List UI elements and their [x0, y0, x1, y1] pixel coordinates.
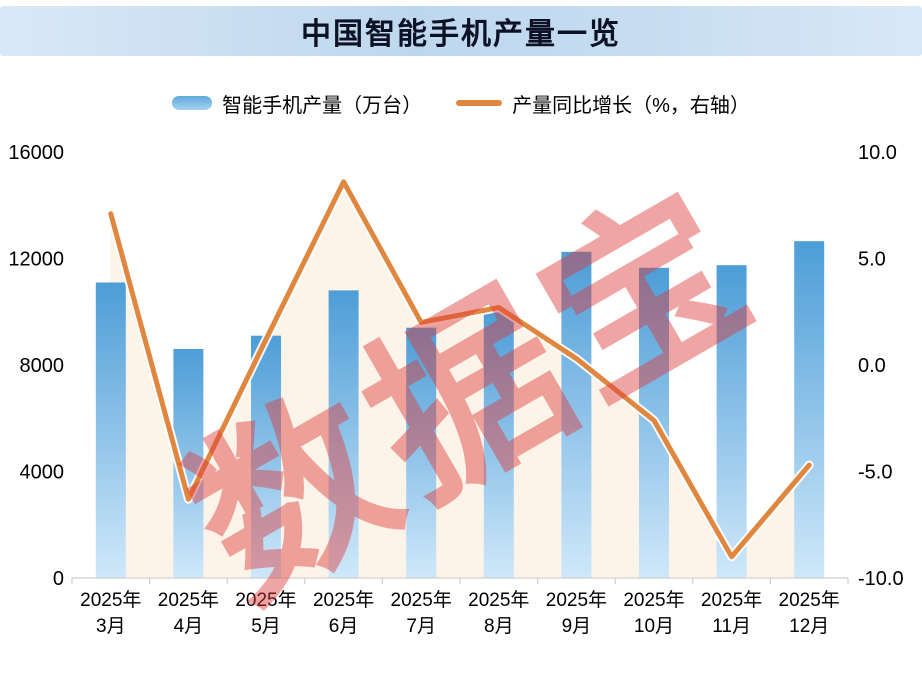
left-axis-tick-label: 4000: [20, 462, 65, 484]
legend-bar-label: 智能手机产量（万台）: [222, 94, 423, 117]
x-axis-label-year: 2025年: [313, 589, 374, 611]
x-axis-label-month: 12月: [789, 616, 829, 637]
right-axis-tick-label: 10.0: [858, 142, 897, 164]
growth-line: [108, 179, 812, 560]
growth-area: [110, 181, 810, 579]
x-axis-label-month: 9月: [562, 616, 592, 637]
x-axis-label-month: 11月: [712, 616, 751, 637]
bar-series-swatch-icon: [172, 96, 213, 110]
bar: [95, 282, 126, 578]
bar: [716, 265, 747, 578]
x-axis-label-year: 2025年: [80, 589, 141, 611]
bar: [483, 311, 514, 579]
x-axis-label-year: 2025年: [701, 589, 762, 611]
bars-series: [95, 241, 825, 579]
x-axis-label-month: 3月: [96, 616, 126, 637]
x-axis-label-year: 2025年: [158, 589, 219, 611]
x-axis-labels: 2025年 3月 2025年 4月 2025年 5月 2025年 6月 2025年 7月 2025年…: [80, 589, 840, 637]
legend-line-label: 产量同比增长（%，右轴）: [512, 94, 750, 117]
legend-item-line: 产量同比增长（%，右轴）: [456, 89, 750, 118]
x-axis-label-year: 2025年: [623, 589, 684, 611]
left-axis-tick-label: 12000: [8, 249, 64, 271]
x-axis-label-year: 2025年: [546, 589, 607, 611]
chart-title: 中国智能手机产量一览: [301, 18, 621, 51]
x-axis-label-year: 2025年: [235, 589, 296, 611]
left-axis-tick-label: 0: [53, 568, 64, 590]
chart-canvas: 0 4000 8000 12000 16000 -10.0 -5.0 0.0 5.0 10.0 20…: [8, 142, 904, 637]
bar: [328, 290, 359, 578]
x-axis-label-year: 2025年: [779, 589, 840, 611]
legend: 智能手机产量（万台） 产量同比增长（%，右轴）: [0, 88, 922, 118]
x-axis-label-month: 8月: [484, 616, 514, 637]
x-axis-label-year: 2025年: [391, 589, 452, 611]
legend-item-bar: 智能手机产量（万台）: [172, 89, 422, 118]
bar: [794, 241, 825, 578]
bar: [251, 335, 281, 578]
left-axis-tick-label: 8000: [20, 355, 65, 377]
right-axis-tick-label: 0.0: [858, 355, 886, 377]
x-axis-label-month: 10月: [634, 616, 674, 637]
x-axis-label-month: 6月: [329, 616, 359, 637]
x-axis: [71, 577, 849, 584]
right-axis-labels: -10.0 -5.0 0.0 5.0 10.0: [858, 142, 904, 590]
line-series-swatch-icon: [456, 100, 503, 106]
right-axis-tick-label: -10.0: [858, 568, 904, 590]
x-axis-label-month: 4月: [174, 616, 204, 637]
chart-title-banner: 中国智能手机产量一览: [0, 6, 922, 56]
x-axis-label-month: 5月: [251, 616, 281, 637]
left-axis-labels: 0 4000 8000 12000 16000: [8, 142, 64, 590]
bar: [561, 251, 592, 579]
x-axis-label-year: 2025年: [468, 589, 529, 611]
right-axis-tick-label: -5.0: [858, 462, 892, 484]
x-axis-label-month: 7月: [406, 616, 436, 637]
left-axis-tick-label: 16000: [8, 142, 64, 164]
chart-area: 0 4000 8000 12000 16000 -10.0 -5.0 0.0 5.0 10.0 20…: [0, 124, 922, 696]
right-axis-tick-label: 5.0: [858, 249, 886, 271]
bar: [406, 327, 437, 578]
